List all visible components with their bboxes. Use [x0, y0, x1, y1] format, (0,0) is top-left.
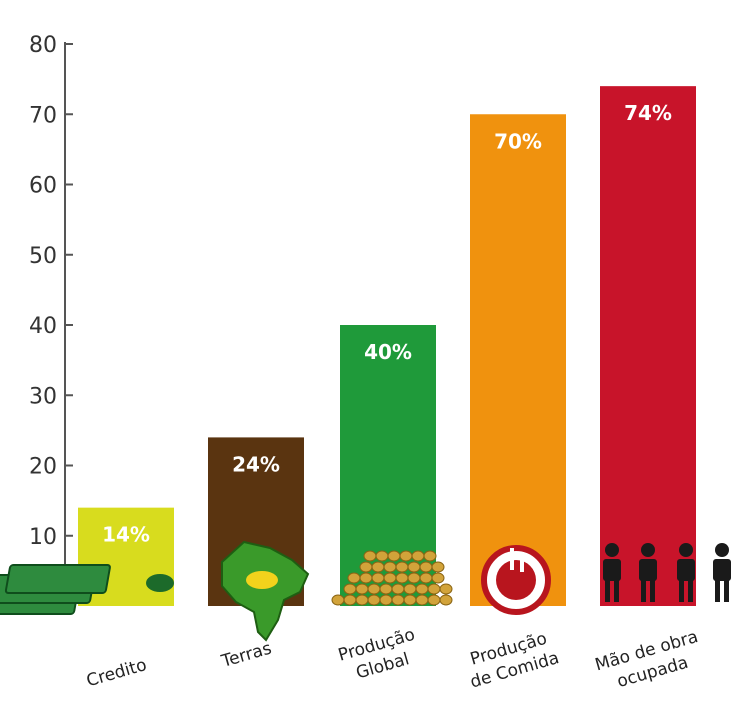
category-label-line: Credito	[84, 655, 149, 691]
category-label-line: Terras	[218, 639, 274, 673]
category-label: Credito	[84, 655, 149, 691]
grain-pile-icon	[331, 550, 453, 606]
data-label: 40%	[364, 340, 412, 364]
y-tick-label: 70	[29, 103, 57, 128]
data-label: 74%	[624, 101, 672, 125]
category-labels: Credito Terras ProduçãoGlobal Produçãode Co…	[84, 625, 707, 697]
bar	[600, 86, 696, 606]
y-tick-label: 30	[29, 384, 57, 409]
plate-cutlery-icon	[481, 545, 551, 615]
category-label: Produçãode Comida	[462, 627, 561, 693]
workers-icon	[603, 543, 731, 602]
money-icon	[0, 564, 174, 615]
category-label: Terras	[218, 639, 274, 673]
data-label: 14%	[102, 523, 150, 547]
bars: 14% 24% 40% 70% 74%	[78, 86, 696, 606]
y-tick-label: 60	[29, 174, 57, 199]
brazil-map-icon	[221, 540, 310, 642]
category-label: Mão de obraocupada	[593, 627, 707, 697]
category-label: ProduçãoGlobal	[336, 625, 423, 687]
data-label: 70%	[494, 129, 542, 153]
bar	[470, 114, 566, 606]
bar-icons	[0, 540, 731, 642]
y-tick-label: 20	[29, 455, 57, 480]
data-label: 24%	[232, 452, 280, 476]
y-tick-label: 80	[29, 33, 57, 58]
y-tick-label: 10	[29, 525, 57, 550]
y-axis: 01020304050607080	[29, 33, 73, 620]
y-tick-label: 50	[29, 244, 57, 269]
y-tick-label: 40	[29, 314, 57, 339]
